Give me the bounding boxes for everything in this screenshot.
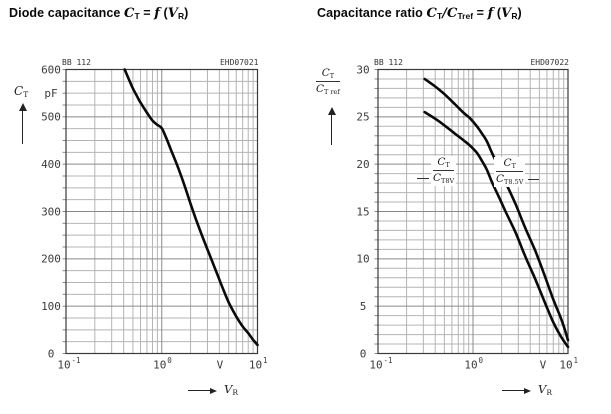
y-tick-label: 25 (356, 111, 369, 124)
right-title-paren-open: ( (493, 6, 502, 20)
right-y-axis-label: CT CT ref (314, 67, 342, 97)
x-tick-exponent: 1 (263, 356, 268, 365)
y-tick-label: 500 (41, 111, 61, 124)
arrow-shaft (502, 390, 524, 391)
right-title-equals: = (473, 6, 488, 20)
plot-border (377, 68, 569, 355)
y-tick-label: 600 (41, 63, 61, 76)
left-y-subscript: T (23, 90, 29, 99)
y-axis-unit-label: pF (44, 87, 57, 100)
curve-label-ct-ct8v: CT CT8V (431, 156, 457, 186)
left-title-paren-close: ) (184, 6, 189, 20)
x-tick-exponent: -1 (72, 356, 81, 365)
right-arrow-icon (210, 387, 217, 394)
right-title-v-symbol: V (501, 6, 512, 21)
y-tick-label: 100 (41, 300, 61, 313)
right-chart-title: Capacitance ratio CT/CTref = f (VR) (317, 6, 522, 21)
y-tick-label: 20 (356, 158, 369, 171)
curve-left-denominator: CT8V (433, 172, 455, 186)
y-tick-label: 30 (356, 63, 369, 76)
curve-ct-pf- (123, 68, 259, 347)
right-y-numerator: CT (321, 67, 335, 80)
right-title-paren-close: ) (517, 6, 522, 20)
left-y-symbol: C (14, 84, 24, 98)
x-tick-label: 10 (369, 359, 382, 372)
left-title-c-symbol: C (124, 6, 135, 21)
y-tick-label: 15 (356, 205, 369, 218)
left-title-f-symbol: f (154, 6, 160, 21)
left-x-axis-label: VR (224, 382, 238, 397)
left-title-paren-open: ( (159, 6, 168, 20)
left-x-axis-arrow: VR (188, 382, 238, 398)
left-chart-title: Diode capacitance CT = f (VR) (9, 6, 188, 21)
fraction-bar (496, 171, 524, 173)
x-tick-label: 10 (559, 359, 572, 372)
plot-border (65, 68, 259, 355)
right-title-text: Capacitance ratio (317, 6, 427, 20)
right-arrow-icon (524, 387, 531, 394)
left-title-equals: = (139, 6, 155, 20)
y-tick-label: 0 (360, 347, 367, 360)
y-tick-label: 10 (356, 253, 369, 266)
curve-left-numerator: CT (437, 156, 450, 169)
plot-code-label: EHD07022 (530, 58, 569, 67)
left-title-c-subscript: T (134, 11, 140, 21)
y-tick-label: 5 (360, 300, 367, 313)
curve-right-numerator: CT (503, 157, 516, 170)
right-title-c1-subscript: T (436, 11, 443, 21)
x-axis-unit-label: V (540, 359, 547, 372)
right-y-denominator: CT ref (316, 83, 340, 97)
curve-label-leader-left (417, 178, 429, 179)
arrow-shaft (188, 390, 210, 391)
x-tick-exponent: 0 (479, 356, 484, 365)
y-tick-label: 300 (41, 205, 61, 218)
fraction-bar (433, 170, 455, 172)
x-tick-exponent: 1 (574, 356, 579, 365)
x-tick-exponent: 0 (167, 356, 172, 365)
curve-label-leader-right (528, 179, 539, 180)
x-axis-unit-label: V (217, 359, 224, 372)
x-tick-label: 10 (153, 359, 166, 372)
y-tick-label: 200 (41, 253, 61, 266)
left-title-v-subscript: R (177, 11, 185, 21)
x-tick-label: 10 (57, 359, 70, 372)
device-label: BB 112 (62, 58, 91, 67)
curve-label-ct-ct85v: CT CT8.5V (494, 157, 526, 187)
left-y-axis-arrow-icon (18, 103, 27, 144)
right-title-c1-symbol: C (426, 6, 437, 21)
right-title-c2-subscript: Tref (457, 11, 474, 21)
right-title-slash: / (442, 6, 447, 21)
right-title-f-symbol: f (487, 6, 494, 21)
x-tick-label: 10 (249, 359, 262, 372)
left-title-v-symbol: V (167, 6, 178, 21)
y-tick-label: 400 (41, 158, 61, 171)
right-title-c2-symbol: C (447, 6, 458, 21)
right-x-axis-label: VR (538, 382, 552, 397)
device-label: BB 112 (374, 58, 403, 67)
plot-code-label: EHD07021 (220, 58, 259, 67)
right-y-axis-arrow-icon (327, 107, 336, 145)
right-x-axis-arrow: VR (502, 382, 552, 398)
curve-right-denominator: CT8.5V (496, 173, 524, 187)
left-title-text: Diode capacitance (9, 6, 125, 20)
left-y-axis-label: CT (14, 84, 28, 99)
y-tick-label: 0 (48, 347, 55, 360)
fraction-bar (316, 81, 340, 83)
x-tick-exponent: -1 (384, 356, 393, 365)
x-tick-label: 10 (464, 359, 477, 372)
right-title-v-subscript: R (511, 11, 518, 21)
curve-ct-ct8v (423, 110, 570, 349)
